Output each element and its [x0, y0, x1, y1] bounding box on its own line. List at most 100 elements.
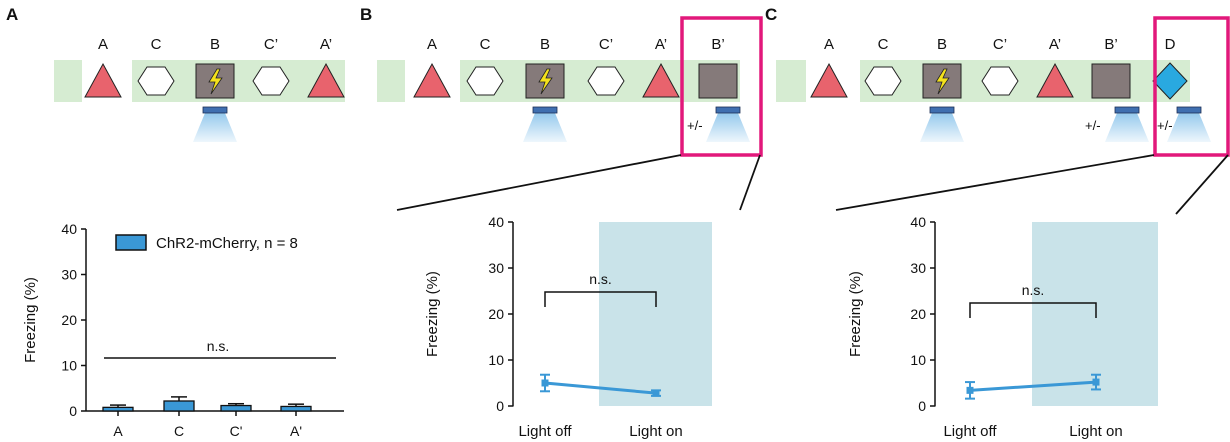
- hexagon-context-icon: [587, 66, 625, 96]
- context-label: A: [427, 36, 437, 53]
- x-tick-label: C: [174, 423, 184, 439]
- light-source-icon: [1114, 106, 1140, 114]
- context-label: A: [824, 36, 834, 53]
- zoom-line-left-c: [835, 154, 1155, 211]
- x-tick-label: Light on: [1069, 423, 1122, 440]
- shock-box-icon: [698, 63, 738, 99]
- context-sequence-a: A C B C’ A’: [54, 36, 345, 142]
- zoom-line-left-b: [396, 154, 682, 211]
- context-band: [54, 60, 82, 102]
- light-beam: [1167, 113, 1211, 142]
- y-tick-label: 20: [61, 312, 77, 328]
- legend-swatch: [115, 234, 147, 251]
- context-band: [377, 60, 405, 102]
- context-label: C’: [599, 36, 613, 53]
- y-axis-label: Freezing (%): [847, 271, 864, 357]
- light-beam: [1105, 113, 1149, 142]
- y-tick-label: 40: [61, 221, 77, 237]
- series-line: [544, 381, 657, 395]
- light-beam: [920, 113, 964, 142]
- triangle-context-icon: [307, 62, 345, 98]
- triangle-context-icon: [1036, 62, 1074, 98]
- context-label: B: [210, 36, 220, 53]
- light-source-icon: [715, 106, 741, 114]
- legend-label: ChR2-mCherry, n = 8: [156, 235, 298, 252]
- panel-label-a: A: [6, 5, 18, 24]
- y-tick-label: 20: [910, 306, 926, 322]
- triangle-context-icon: [84, 62, 122, 98]
- y-tick-label: 40: [488, 214, 504, 230]
- light-source-icon: [929, 106, 955, 114]
- light-beam: [193, 113, 237, 142]
- zoom-line-right-b: [739, 154, 761, 211]
- x-tick-label: A': [290, 423, 302, 439]
- significance-label: n.s.: [589, 271, 612, 287]
- line-chart-b: 0 10 20 30 40 Freezing (%) Light off Light on n.…: [424, 214, 712, 440]
- y-tick-label: 30: [488, 260, 504, 276]
- y-tick-label: 10: [61, 358, 77, 374]
- bar: [280, 405, 312, 412]
- context-label: B: [540, 36, 550, 53]
- context-label: B: [937, 36, 947, 53]
- y-tick-label: 0: [918, 398, 926, 414]
- light-source-icon: [532, 106, 558, 114]
- context-band: [776, 60, 806, 102]
- diamond-context-icon: [1152, 62, 1188, 100]
- light-beam: [706, 113, 750, 142]
- context-label: C’: [264, 36, 278, 53]
- context-label: C’: [993, 36, 1007, 53]
- plus-minus-label: +/-: [1085, 118, 1101, 133]
- y-tick-label: 30: [61, 267, 77, 283]
- y-tick-label: 20: [488, 306, 504, 322]
- y-tick-label: 0: [496, 398, 504, 414]
- context-label: B’: [711, 36, 724, 53]
- context-label: A’: [320, 36, 332, 53]
- significance-bracket: [544, 291, 657, 307]
- lightning-icon: [935, 68, 950, 95]
- significance-label: n.s.: [207, 338, 230, 354]
- context-label: C: [480, 36, 491, 53]
- hexagon-context-icon: [981, 66, 1019, 96]
- triangle-context-icon: [413, 62, 451, 98]
- panel-label-c: C: [765, 5, 777, 24]
- y-axis-label: Freezing (%): [424, 271, 441, 357]
- bar: [163, 400, 195, 412]
- significance-label: n.s.: [1022, 282, 1045, 298]
- light-on-shading: [599, 222, 712, 406]
- bar: [220, 404, 252, 412]
- plus-minus-label: +/-: [687, 118, 703, 133]
- light-source-icon: [202, 106, 228, 114]
- context-label: A’: [1049, 36, 1061, 53]
- context-label: D: [1165, 36, 1176, 53]
- y-axis-label: Freezing (%): [22, 277, 39, 363]
- series-line: [969, 380, 1097, 392]
- light-beam: [523, 113, 567, 142]
- data-point: [652, 389, 660, 397]
- hexagon-context-icon: [466, 66, 504, 96]
- x-tick-label: Light on: [629, 423, 682, 440]
- y-tick-label: 10: [910, 352, 926, 368]
- panel-label-b: B: [360, 5, 372, 24]
- context-label: C: [878, 36, 889, 53]
- x-tick-label: Light off: [943, 423, 997, 440]
- highlight-box: [1153, 16, 1230, 157]
- context-label: C: [151, 36, 162, 53]
- charts: 0 10 20 30 40 Freezing (%) A C C' A' ChR2-mCherry,…: [22, 214, 1158, 440]
- y-tick-label: 0: [69, 403, 77, 419]
- context-label: A’: [655, 36, 667, 53]
- line-chart-c: 0 10 20 30 40 Freezing (%) Light off Light on n.…: [847, 214, 1158, 440]
- context-label: B’: [1104, 36, 1117, 53]
- hexagon-context-icon: [137, 66, 175, 96]
- lightning-icon: [538, 68, 553, 95]
- bar: [102, 406, 134, 412]
- data-point: [541, 379, 549, 387]
- zoom-line-right-c: [1175, 154, 1229, 215]
- significance-bracket: [969, 302, 1097, 318]
- y-tick-label: 40: [910, 214, 926, 230]
- y-tick-label: 10: [488, 352, 504, 368]
- light-source-icon: [1176, 106, 1202, 114]
- context-sequence-c: A C B C’ A’ B’ D +/- +/-: [776, 16, 1230, 157]
- triangle-context-icon: [642, 62, 680, 98]
- x-tick-label: Light off: [518, 423, 572, 440]
